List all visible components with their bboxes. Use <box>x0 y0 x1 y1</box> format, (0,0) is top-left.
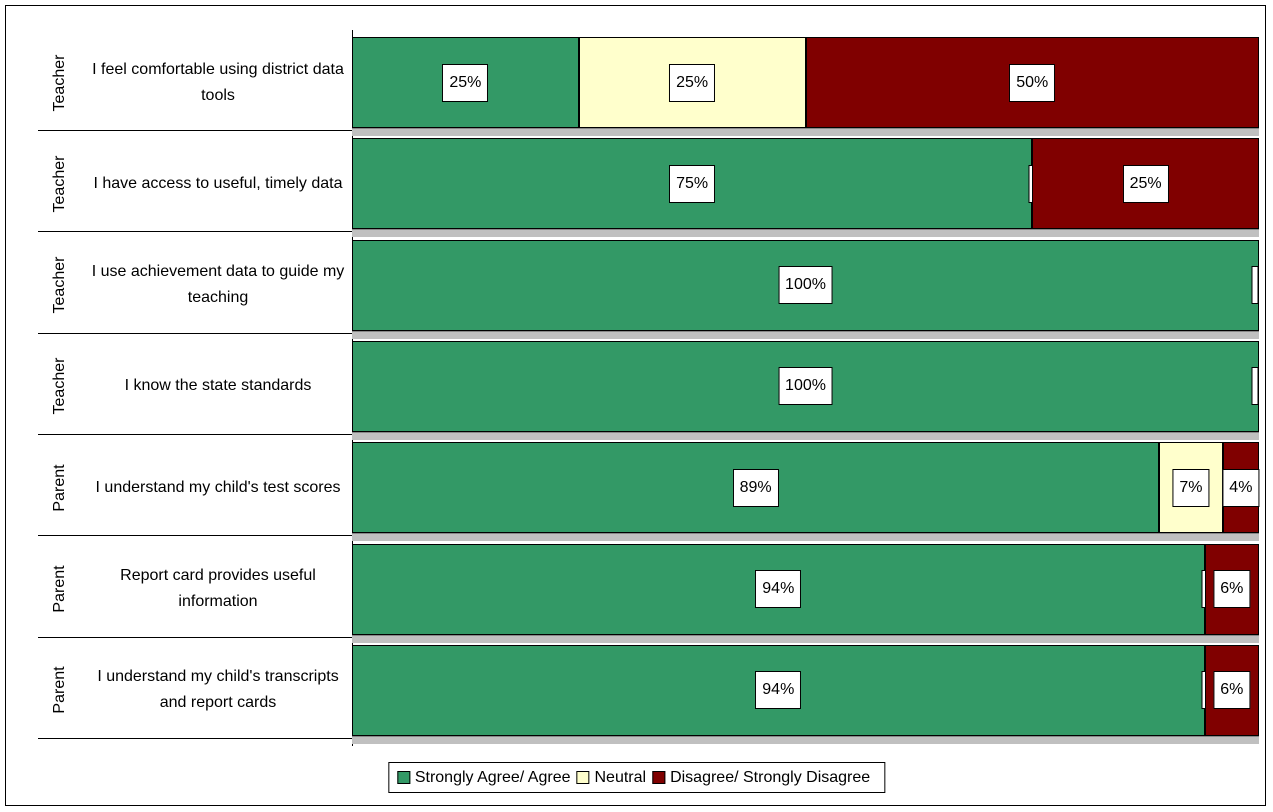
data-label: 25% <box>669 63 716 102</box>
row-separator <box>38 433 352 435</box>
data-label: 100% <box>778 266 833 305</box>
bar-segment <box>1032 138 1259 230</box>
row-separator <box>38 535 352 537</box>
legend-item: Strongly Agree/ Agree <box>396 768 571 787</box>
data-label: 6% <box>1213 570 1251 608</box>
row-separator <box>38 737 352 739</box>
legend-swatch <box>396 771 410 784</box>
legend-label: Strongly Agree/ Agree <box>414 768 571 786</box>
data-label: 94% <box>755 671 802 710</box>
data-label: 75% <box>669 164 716 203</box>
bar-segment <box>352 442 1160 534</box>
empty-label-box <box>1251 266 1259 305</box>
row-separator <box>38 332 352 334</box>
category-label: I understand my child's test scores <box>95 478 341 496</box>
legend-item: Neutral <box>576 769 646 787</box>
row-separator <box>38 231 352 233</box>
category-label: I use achievement data to guide my teach… <box>91 263 345 307</box>
category-label: I feel comfortable using district data t… <box>92 60 344 104</box>
legend-label: Disagree/ Strongly Disagree <box>670 768 871 786</box>
bar-floor <box>352 431 1259 440</box>
empty-label-box <box>1251 367 1259 406</box>
data-label: 25% <box>1122 164 1169 203</box>
data-label: 89% <box>732 468 779 507</box>
data-label: 6% <box>1213 671 1251 710</box>
data-label: 100% <box>778 367 833 406</box>
legend: Strongly Agree/ Agree Neutral Disagree/ St… <box>387 762 886 793</box>
category-label: I have access to useful, timely data <box>93 174 343 192</box>
row-separator <box>38 130 352 131</box>
bar-floor <box>352 229 1259 238</box>
bar-segment <box>578 37 806 128</box>
row-separator <box>38 636 352 638</box>
data-label: 94% <box>755 570 802 608</box>
bar-floor <box>352 634 1259 643</box>
bar-floor <box>352 128 1259 136</box>
group-label: Parent <box>51 666 68 714</box>
category-label: Report card provides useful information <box>120 567 316 610</box>
category-label: I understand my child's transcripts and … <box>97 668 339 712</box>
bar-floor <box>352 735 1259 744</box>
data-label: 4% <box>1222 468 1260 507</box>
legend-item: Disagree/ Strongly Disagree <box>652 769 870 787</box>
chart-frame <box>5 5 1266 806</box>
legend-swatch <box>576 771 590 784</box>
legend-swatch <box>652 771 666 784</box>
bar-floor <box>352 533 1259 542</box>
category-label: I know the state standards <box>124 377 312 395</box>
data-label: 50% <box>1009 63 1056 102</box>
bar-floor <box>352 330 1259 339</box>
data-label: 25% <box>442 63 489 102</box>
data-label: 7% <box>1172 468 1210 507</box>
legend-label: Neutral <box>594 768 647 786</box>
